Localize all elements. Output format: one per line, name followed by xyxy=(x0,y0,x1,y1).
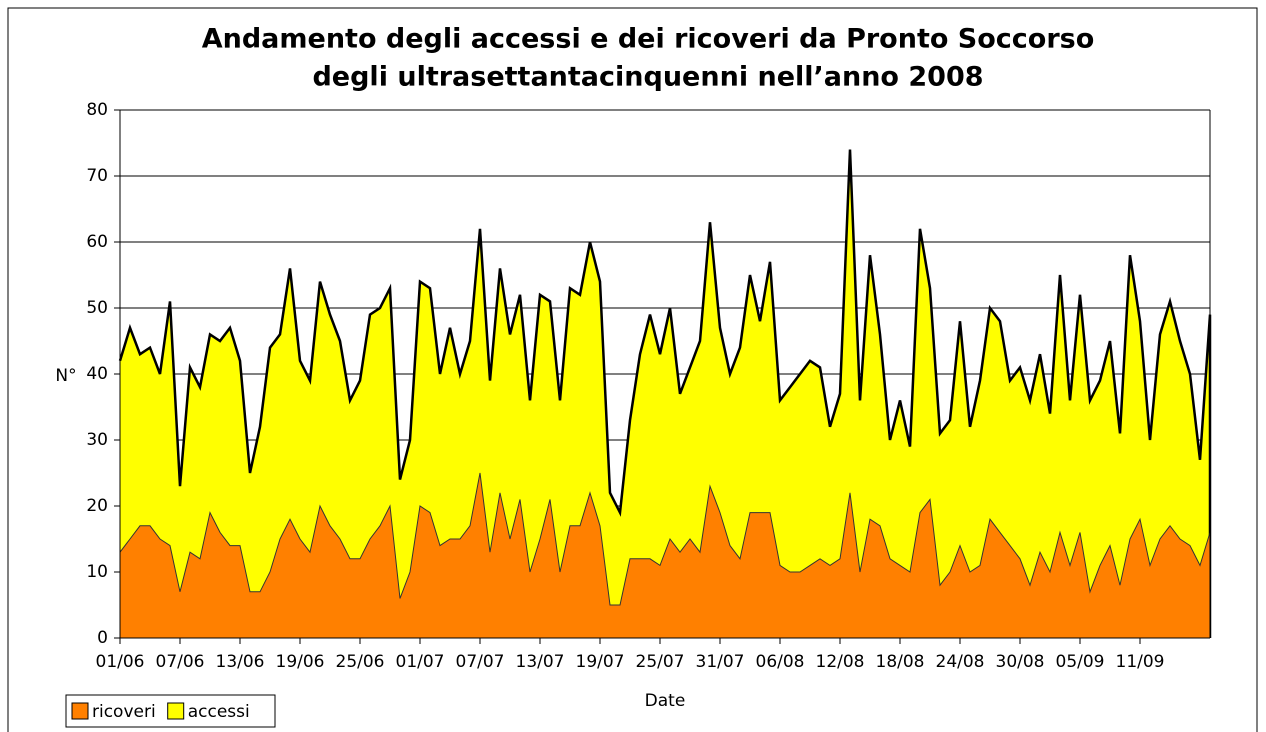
x-tick-label: 12/08 xyxy=(816,652,865,672)
y-tick-label: 0 xyxy=(97,628,108,648)
x-tick-label: 31/07 xyxy=(696,652,745,672)
x-tick-label: 11/09 xyxy=(1116,652,1165,672)
legend-label: ricoveri xyxy=(92,702,156,722)
x-tick-label: 30/08 xyxy=(996,652,1045,672)
x-tick-label: 18/08 xyxy=(876,652,925,672)
chart-title: Andamento degli accessi e dei ricoveri d… xyxy=(202,24,1095,55)
legend-label: accessi xyxy=(188,702,250,722)
x-tick-label: 13/06 xyxy=(216,652,265,672)
x-tick-label: 01/06 xyxy=(96,652,145,672)
x-tick-label: 19/06 xyxy=(276,652,325,672)
x-tick-label: 19/07 xyxy=(576,652,625,672)
x-tick-label: 25/06 xyxy=(336,652,385,672)
x-tick-label: 05/09 xyxy=(1056,652,1105,672)
y-tick-label: 10 xyxy=(86,562,108,582)
x-tick-label: 07/06 xyxy=(156,652,205,672)
y-tick-label: 50 xyxy=(86,298,108,318)
y-tick-label: 70 xyxy=(86,166,108,186)
x-axis-title: Date xyxy=(645,691,686,711)
area xyxy=(120,149,1210,638)
y-axis-title: N° xyxy=(55,366,76,386)
y-tick-label: 40 xyxy=(86,364,108,384)
area-outline xyxy=(118,149,1212,638)
x-tick-label: 25/07 xyxy=(636,652,685,672)
y-tick-label: 30 xyxy=(86,430,108,450)
x-tick-label: 01/07 xyxy=(396,652,445,672)
legend-swatch xyxy=(71,702,89,720)
y-tick-label: 20 xyxy=(86,496,108,516)
x-tick-label: 24/08 xyxy=(936,652,985,672)
legend-swatch xyxy=(167,702,185,720)
chart-subtitle: degli ultrasettantacinquenni nell’anno 2… xyxy=(312,62,983,93)
y-tick-label: 80 xyxy=(86,100,108,120)
area xyxy=(120,473,1210,638)
x-tick-label: 13/07 xyxy=(516,652,565,672)
x-tick-label: 06/08 xyxy=(756,652,805,672)
x-tick-label: 07/07 xyxy=(456,652,505,672)
area-outline xyxy=(119,472,1211,638)
y-tick-label: 60 xyxy=(86,232,108,252)
